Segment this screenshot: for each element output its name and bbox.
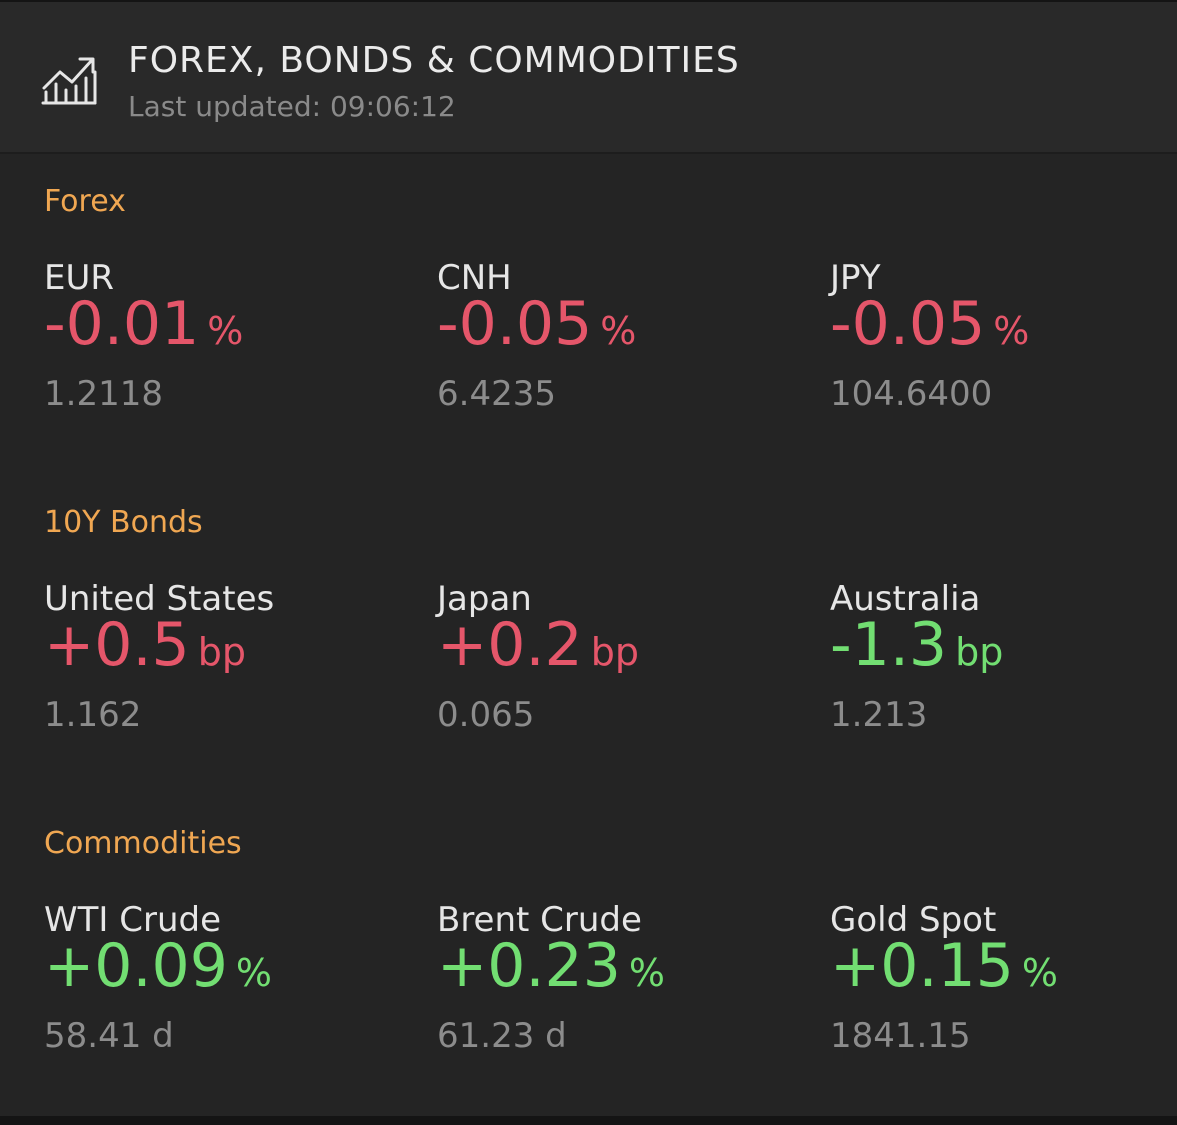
quote-name: EUR bbox=[44, 258, 114, 298]
quote-name: Australia bbox=[830, 579, 981, 619]
widget-header: FOREX, BONDS & COMMODITIES Last updated:… bbox=[0, 2, 1177, 154]
last-updated-text: Last updated: 09:06:12 bbox=[128, 90, 456, 123]
quote-item-brent-crude[interactable]: Brent Crude +0.23% 61.23 d bbox=[437, 900, 797, 1060]
quote-item-jpy[interactable]: JPY -0.05% 104.6400 bbox=[830, 258, 1177, 418]
quote-price: 1841.15 bbox=[830, 1016, 971, 1056]
quote-price: 58.41 d bbox=[44, 1016, 174, 1056]
quote-item-cnh[interactable]: CNH -0.05% 6.4235 bbox=[437, 258, 797, 418]
quote-price: 0.065 bbox=[437, 695, 535, 735]
change-value: -0.05 bbox=[830, 289, 986, 359]
change-unit: % bbox=[600, 309, 637, 353]
quote-item-eur[interactable]: EUR -0.01% 1.2118 bbox=[44, 258, 404, 418]
quote-change: -1.3 bp bbox=[830, 615, 1003, 675]
quote-price: 61.23 d bbox=[437, 1016, 567, 1056]
quote-price: 1.162 bbox=[44, 695, 142, 735]
change-value: -0.05 bbox=[437, 289, 593, 359]
quote-name: Gold Spot bbox=[830, 900, 997, 940]
change-unit: bp bbox=[590, 630, 639, 674]
quote-change: +0.2 bp bbox=[437, 615, 639, 675]
change-unit: % bbox=[993, 309, 1030, 353]
quote-name: WTI Crude bbox=[44, 900, 221, 940]
chart-growth-icon bbox=[41, 57, 97, 105]
quote-name: Brent Crude bbox=[437, 900, 642, 940]
change-unit: % bbox=[1021, 951, 1058, 995]
section-title-forex: Forex bbox=[44, 184, 126, 219]
quote-item-australia[interactable]: Australia -1.3 bp 1.213 bbox=[830, 579, 1177, 739]
quote-item-united-states[interactable]: United States +0.5 bp 1.162 bbox=[44, 579, 404, 739]
quote-change: -0.05% bbox=[830, 294, 1029, 354]
quote-price: 6.4235 bbox=[437, 374, 556, 414]
change-unit: bp bbox=[955, 630, 1004, 674]
change-unit: bp bbox=[197, 630, 246, 674]
quote-price: 1.2118 bbox=[44, 374, 163, 414]
quote-change: +0.23% bbox=[437, 936, 665, 996]
widget-title: FOREX, BONDS & COMMODITIES bbox=[128, 40, 740, 81]
quote-change: +0.5 bp bbox=[44, 615, 246, 675]
quote-item-japan[interactable]: Japan +0.2 bp 0.065 bbox=[437, 579, 797, 739]
quote-item-gold-spot[interactable]: Gold Spot +0.15% 1841.15 bbox=[830, 900, 1177, 1060]
change-value: +0.23 bbox=[437, 931, 621, 1001]
change-value: -0.01 bbox=[44, 289, 200, 359]
change-unit: % bbox=[235, 951, 272, 995]
quote-change: +0.15% bbox=[830, 936, 1058, 996]
quote-change: +0.09% bbox=[44, 936, 272, 996]
quote-price: 104.6400 bbox=[830, 374, 993, 414]
quote-item-wti-crude[interactable]: WTI Crude +0.09% 58.41 d bbox=[44, 900, 404, 1060]
quote-name: United States bbox=[44, 579, 275, 619]
quote-change: -0.05% bbox=[437, 294, 636, 354]
change-value: +0.15 bbox=[830, 931, 1014, 1001]
section-title-commodities: Commodities bbox=[44, 826, 242, 861]
quote-name: JPY bbox=[830, 258, 881, 298]
change-unit: % bbox=[207, 309, 244, 353]
quote-name: CNH bbox=[437, 258, 512, 298]
section-title-bonds: 10Y Bonds bbox=[44, 505, 203, 540]
change-value: -1.3 bbox=[830, 610, 948, 680]
change-value: +0.09 bbox=[44, 931, 228, 1001]
change-value: +0.2 bbox=[437, 610, 583, 680]
quote-change: -0.01% bbox=[44, 294, 243, 354]
change-unit: % bbox=[628, 951, 665, 995]
quote-name: Japan bbox=[437, 579, 532, 619]
change-value: +0.5 bbox=[44, 610, 190, 680]
quote-price: 1.213 bbox=[830, 695, 928, 735]
